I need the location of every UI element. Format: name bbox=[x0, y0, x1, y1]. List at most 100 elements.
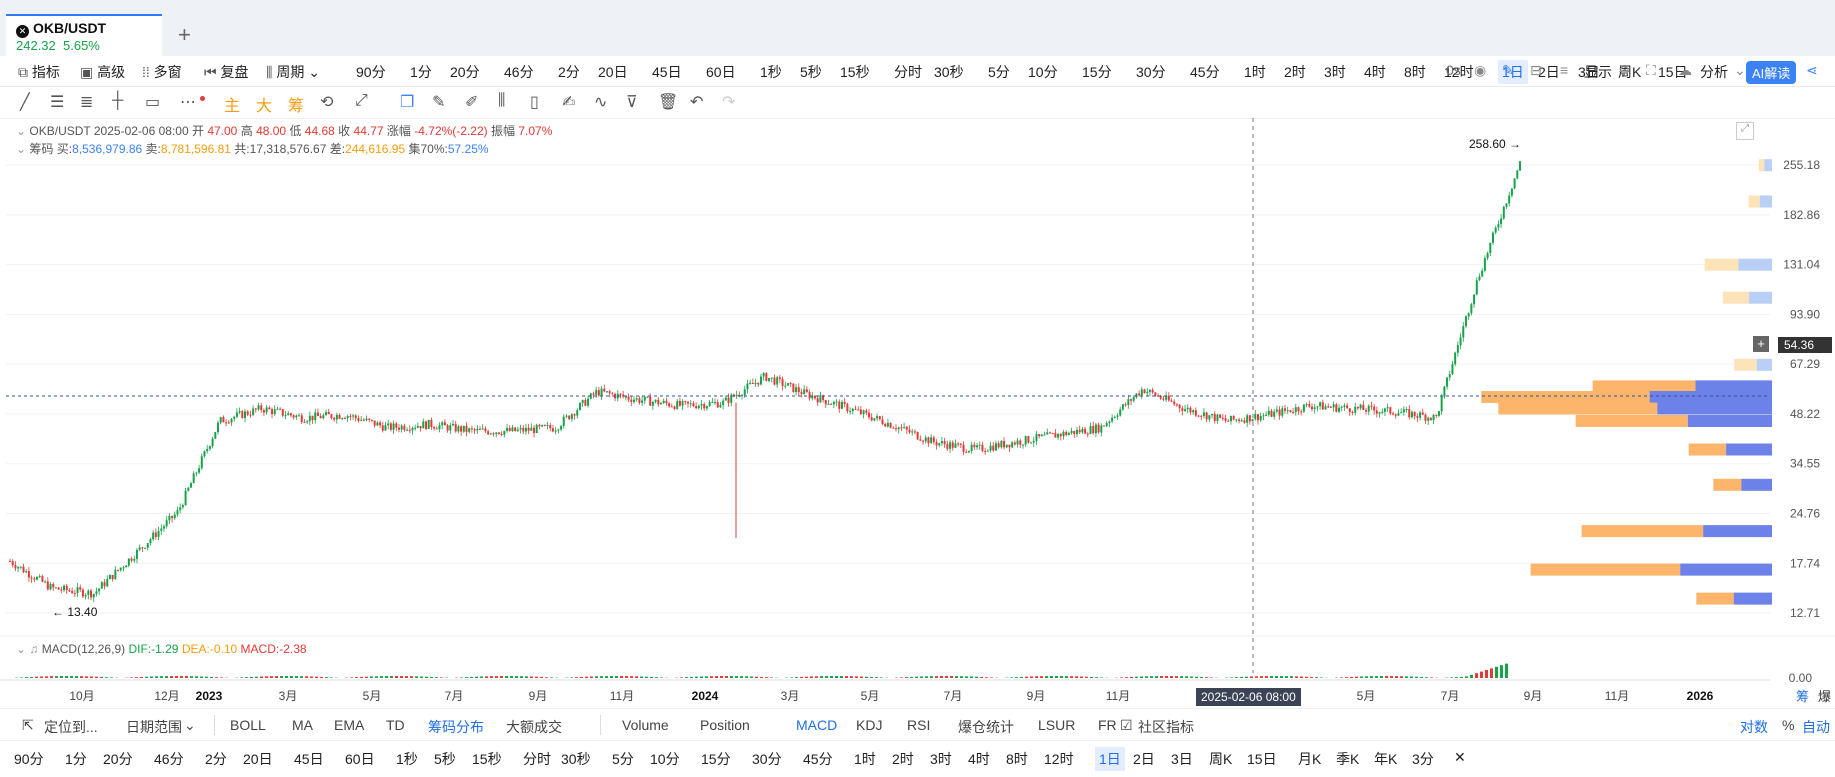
bottom-period-12[interactable]: 30秒 bbox=[561, 749, 591, 769]
collapse-icon-2[interactable]: ⌄ bbox=[16, 142, 26, 156]
bottom-period-16[interactable]: 30分 bbox=[752, 749, 782, 769]
collapse-icon[interactable]: ⌄ bbox=[16, 124, 26, 138]
fib-lines-icon[interactable]: ≣ bbox=[80, 92, 93, 112]
filter-icon[interactable]: ⊽ bbox=[626, 92, 638, 112]
display-button[interactable]: 显示 bbox=[1584, 62, 1612, 82]
macd-collapse-icon[interactable]: ⌄ bbox=[16, 642, 26, 656]
period-17[interactable]: 45分 bbox=[1190, 62, 1220, 82]
bottom-period-13[interactable]: 5分 bbox=[612, 749, 634, 769]
ai-interpret-button[interactable]: AI解读 bbox=[1746, 61, 1796, 84]
list-icon[interactable]: ≡ bbox=[1560, 62, 1568, 78]
period-2[interactable]: 20分 bbox=[450, 62, 480, 82]
candle-tool-icon[interactable]: ⫼ bbox=[498, 92, 505, 110]
bottom-period-20[interactable]: 3时 bbox=[930, 749, 952, 769]
sub-indicator-1[interactable]: Position bbox=[700, 717, 750, 733]
indicator-5[interactable]: 大额成交 bbox=[506, 717, 562, 737]
bottom-period-27[interactable]: 周K bbox=[1209, 749, 1232, 769]
period-1[interactable]: 1分 bbox=[410, 62, 432, 82]
ruler-icon[interactable]: ✎ bbox=[432, 92, 445, 112]
bottom-period-29[interactable]: 月K bbox=[1298, 749, 1321, 769]
brush-icon[interactable]: ✐ bbox=[465, 92, 478, 112]
period-14[interactable]: 10分 bbox=[1028, 62, 1058, 82]
sub-indicator-7[interactable]: FR bbox=[1098, 717, 1117, 733]
chips-axis-toggle[interactable]: 筹 bbox=[1796, 686, 1809, 705]
toolbar-indicator-button[interactable]: ⧉ 指标 bbox=[18, 62, 60, 82]
bottom-period-8[interactable]: 1秒 bbox=[396, 749, 418, 769]
period-4[interactable]: 2分 bbox=[558, 62, 580, 82]
period-20[interactable]: 3时 bbox=[1324, 62, 1346, 82]
copy-icon[interactable]: ❐ bbox=[400, 92, 414, 112]
period-22[interactable]: 8时 bbox=[1404, 62, 1426, 82]
toolbar-advanced-button[interactable]: ▣ 高级 bbox=[80, 62, 125, 82]
share-icon[interactable]: ⋖ bbox=[1806, 62, 1818, 79]
rectangle-icon[interactable]: ▭ bbox=[145, 92, 160, 112]
toolbar-period-button[interactable]: ⫼ 周期 ⌄ bbox=[266, 62, 320, 82]
layout-icon[interactable]: ⊟ bbox=[1530, 62, 1542, 79]
chips-toggle[interactable]: 筹 bbox=[288, 92, 304, 116]
analysis-button[interactable]: 分析 bbox=[1700, 62, 1728, 82]
redo-icon[interactable]: ↷ bbox=[722, 92, 735, 112]
toolbar-replay-button[interactable]: ⏮ 复盘 bbox=[204, 62, 249, 82]
undo-icon[interactable]: ↶ bbox=[690, 92, 703, 112]
note-icon[interactable]: ✍ bbox=[562, 92, 575, 112]
bottom-period-30[interactable]: 季K bbox=[1336, 749, 1359, 769]
period-18[interactable]: 1时 bbox=[1244, 62, 1266, 82]
parallel-lines-icon[interactable]: ☰ bbox=[50, 92, 64, 112]
bottom-period-24[interactable]: 1日 bbox=[1095, 747, 1125, 771]
main-force-toggle[interactable]: 主 bbox=[224, 92, 240, 116]
sub-indicator-2[interactable]: MACD bbox=[796, 717, 837, 733]
period-5[interactable]: 20日 bbox=[598, 62, 628, 82]
period-0[interactable]: 90分 bbox=[356, 62, 386, 82]
magnet-icon[interactable]: ∿ bbox=[594, 92, 607, 112]
bottom-period-9[interactable]: 5秒 bbox=[434, 749, 456, 769]
bottom-period-31[interactable]: 年K bbox=[1374, 749, 1397, 769]
period-9[interactable]: 5秒 bbox=[800, 62, 822, 82]
toolbar-multi-window-button[interactable]: ⁞⁞ 多窗 bbox=[142, 62, 182, 82]
price-chart[interactable]: 255.18182.86131.0493.9067.2948.2234.5524… bbox=[0, 118, 1835, 708]
bottom-period-0[interactable]: 90分 bbox=[14, 749, 44, 769]
period-6[interactable]: 45日 bbox=[652, 62, 682, 82]
sub-indicator-0[interactable]: Volume bbox=[622, 717, 669, 733]
goto-button[interactable]: 定位到... bbox=[44, 717, 98, 737]
bottom-period-23[interactable]: 12时 bbox=[1044, 749, 1074, 769]
bottom-period-3[interactable]: 46分 bbox=[154, 749, 184, 769]
period-3[interactable]: 46分 bbox=[504, 62, 534, 82]
fullscreen-icon[interactable]: ⛶ bbox=[1646, 62, 1656, 79]
bottom-period-1[interactable]: 1分 bbox=[65, 749, 87, 769]
close-icon[interactable]: ✕ bbox=[1454, 749, 1466, 766]
add-tab-button[interactable]: + bbox=[178, 22, 191, 48]
period-11[interactable]: 分时 bbox=[894, 62, 922, 82]
period-10[interactable]: 15秒 bbox=[840, 62, 870, 82]
bottom-period-22[interactable]: 8时 bbox=[1006, 749, 1028, 769]
indicator-1[interactable]: MA bbox=[292, 717, 313, 733]
indicator-2[interactable]: EMA bbox=[334, 717, 364, 733]
bottom-period-6[interactable]: 45日 bbox=[294, 749, 324, 769]
percent-scale-toggle[interactable]: % bbox=[1782, 717, 1794, 733]
sub-indicator-5[interactable]: 爆仓统计 bbox=[958, 717, 1014, 737]
tab-okb-usdt[interactable]: ✕OKB/USDT 242.32 5.65% bbox=[6, 14, 162, 56]
community-indicators[interactable]: 社区指标 bbox=[1138, 717, 1194, 737]
auto-scale-toggle[interactable]: 自动 bbox=[1802, 717, 1830, 737]
date-range-button[interactable]: 日期范围 bbox=[126, 717, 182, 737]
period-8[interactable]: 1秒 bbox=[760, 62, 782, 82]
sub-indicator-3[interactable]: KDJ bbox=[856, 717, 882, 733]
bottom-period-7[interactable]: 60日 bbox=[345, 749, 375, 769]
pen-icon[interactable]: ✎ bbox=[1502, 62, 1514, 79]
bottom-period-11[interactable]: 分时 bbox=[523, 749, 551, 769]
indicator-0[interactable]: BOLL bbox=[230, 717, 266, 733]
period-12[interactable]: 30秒 bbox=[934, 62, 964, 82]
period-16[interactable]: 30分 bbox=[1136, 62, 1166, 82]
period-15[interactable]: 15分 bbox=[1082, 62, 1112, 82]
sync-icon[interactable]: ⟲ bbox=[320, 92, 333, 112]
measure-icon[interactable]: ⤢ bbox=[355, 92, 368, 110]
liquidation-axis-toggle[interactable]: 爆 bbox=[1818, 686, 1831, 705]
sub-indicator-4[interactable]: RSI bbox=[907, 717, 930, 733]
bottom-period-5[interactable]: 20日 bbox=[243, 749, 273, 769]
bottom-period-25[interactable]: 2日 bbox=[1133, 749, 1155, 769]
bottom-period-32[interactable]: 3分 bbox=[1412, 749, 1434, 769]
sub-indicator-6[interactable]: LSUR bbox=[1038, 717, 1075, 733]
bottom-period-18[interactable]: 1时 bbox=[854, 749, 876, 769]
indicator-4[interactable]: 筹码分布 bbox=[428, 717, 484, 737]
clipboard-icon[interactable]: ▯ bbox=[530, 92, 539, 112]
fullscreen-chart-icon[interactable]: ⤢ bbox=[1736, 122, 1754, 140]
